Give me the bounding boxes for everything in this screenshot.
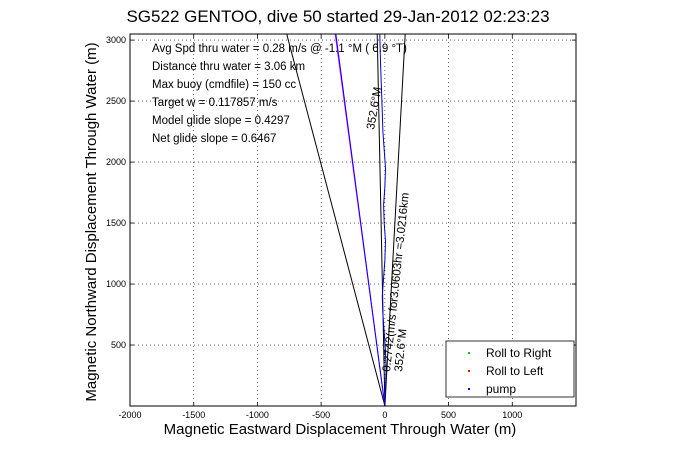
y-tick-label: 1500 (106, 218, 126, 228)
trajectory-line-2 (376, 33, 386, 407)
x-tick-label: -2000 (118, 410, 141, 420)
annotation-line: Max buoy (cmdfile) = 150 cc (152, 79, 296, 91)
trajectory-line-4 (335, 33, 386, 407)
y-tick-label: 2500 (106, 96, 126, 106)
x-axis-label: Magnetic Eastward Displacement Through W… (164, 421, 517, 438)
legend: Roll to Right Roll to Left pump (445, 340, 575, 398)
x-tick-label: 500 (441, 410, 456, 420)
heading-label-lower: 352.6°M (393, 328, 409, 372)
annotation-line: Target w = 0.117857 m/s (152, 97, 278, 109)
legend-marker (468, 388, 470, 390)
trajectory-line-5 (379, 33, 387, 407)
legend-label: Roll to Right (486, 346, 552, 360)
y-tick-label: 3000 (106, 35, 126, 45)
x-tick-label: 0 (382, 410, 387, 420)
y-tick-label: 500 (111, 340, 126, 350)
trajectory-line-0 (286, 33, 386, 407)
legend-marker (468, 370, 470, 372)
chart-title: SG522 GENTOO, dive 50 started 29-Jan-201… (126, 7, 549, 26)
heading-label-upper: 352.6°M (365, 86, 384, 130)
annotation-line: Net glide slope = 0.6467 (152, 133, 276, 145)
tick-labels: -2000 -1500 -1000 -500 0 500 1000 500 1000 1500 20… (106, 35, 522, 420)
annotation-line: Distance thru water = 3.06 km (152, 61, 305, 73)
legend-marker (468, 352, 470, 354)
y-axis-label: Magnetic Northward Displacement Through … (83, 42, 100, 401)
legend-label: Roll to Left (486, 364, 544, 378)
x-tick-label: -1500 (182, 410, 205, 420)
x-tick-label: -1000 (246, 410, 269, 420)
plot-lines (286, 33, 406, 407)
annotation-line: Model glide slope = 0.4297 (152, 115, 290, 127)
axes-box (129, 33, 577, 407)
y-tick-label: 1000 (106, 279, 126, 289)
legend-box (445, 340, 575, 398)
x-tick-label: 1000 (502, 410, 522, 420)
y-tick-label: 2000 (106, 157, 126, 167)
annotation-block: Avg Spd thru water = 0.28 m/s @ -1.1 °M … (152, 43, 407, 145)
trajectory-line-1 (384, 33, 406, 407)
legend-label: pump (486, 382, 516, 396)
annotation-line: Avg Spd thru water = 0.28 m/s @ -1.1 °M … (152, 43, 407, 55)
x-tick-label: -500 (312, 410, 330, 420)
